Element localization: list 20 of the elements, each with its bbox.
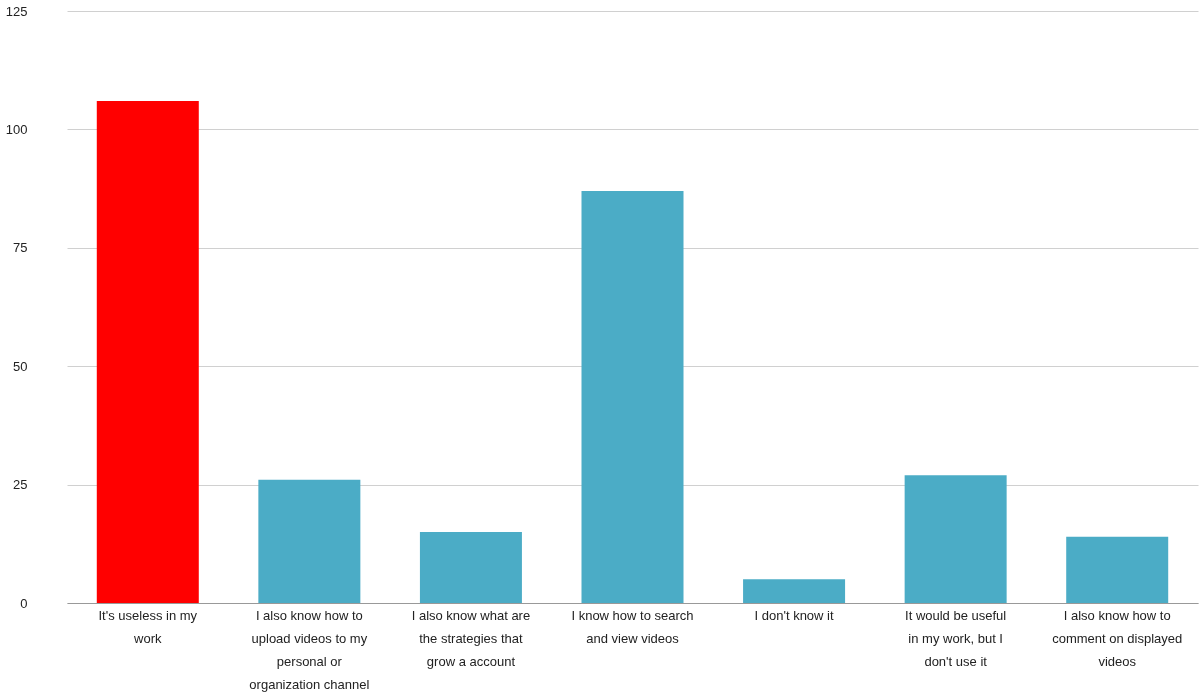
bar [1066,536,1169,603]
y-tick-label: 0 [20,595,28,611]
x-tick-label: I know how to search and view videos [571,607,694,646]
x-tick-label: I also know how to comment on displayed videos [1052,607,1183,669]
bar [419,531,522,603]
x-tick-label: I don't know it [754,607,834,623]
bar [258,479,361,603]
y-tick-label: 25 [13,477,28,493]
x-tick-label: I also know how to upload videos to my personal or organization channel [249,607,370,692]
bar [904,475,1007,603]
bar [581,190,684,603]
bar [96,100,199,603]
x-tick-label: It would be useful in my work, but I don't use it [905,607,1007,669]
y-tick-label: 50 [13,358,28,374]
y-tick-label: 100 [5,121,28,137]
bar [743,579,846,603]
x-tick-label: I also know what are the strategies that grow a account [411,607,531,669]
y-tick-label: 125 [5,3,28,19]
y-tick-label: 75 [13,240,28,256]
x-tick-label: It's useless in my work [98,607,198,646]
